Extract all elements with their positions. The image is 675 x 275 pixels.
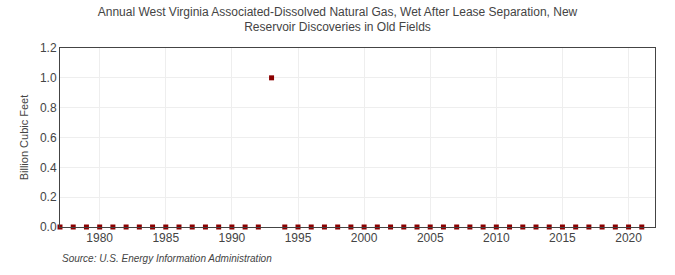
svg-text:1995: 1995 xyxy=(285,231,312,245)
svg-text:1985: 1985 xyxy=(152,231,179,245)
svg-text:2000: 2000 xyxy=(351,231,378,245)
svg-text:Source: U.S. Energy Informatio: Source: U.S. Energy Information Administ… xyxy=(62,253,272,264)
svg-text:2010: 2010 xyxy=(483,231,510,245)
svg-text:1980: 1980 xyxy=(86,231,113,245)
svg-text:1.2: 1.2 xyxy=(40,41,57,55)
svg-text:0.0: 0.0 xyxy=(40,220,57,234)
svg-text:0.6: 0.6 xyxy=(40,131,57,145)
svg-text:2020: 2020 xyxy=(615,231,642,245)
svg-text:1.0: 1.0 xyxy=(40,71,57,85)
svg-text:Annual West Virginia Associate: Annual West Virginia Associated-Dissolve… xyxy=(98,5,578,35)
svg-text:Billion Cubic Feet: Billion Cubic Feet xyxy=(18,95,30,181)
svg-text:0.4: 0.4 xyxy=(40,161,57,175)
svg-text:2015: 2015 xyxy=(549,231,576,245)
svg-text:0.8: 0.8 xyxy=(40,101,57,115)
svg-text:2005: 2005 xyxy=(417,231,444,245)
svg-text:1990: 1990 xyxy=(219,231,246,245)
svg-text:0.2: 0.2 xyxy=(40,190,57,204)
